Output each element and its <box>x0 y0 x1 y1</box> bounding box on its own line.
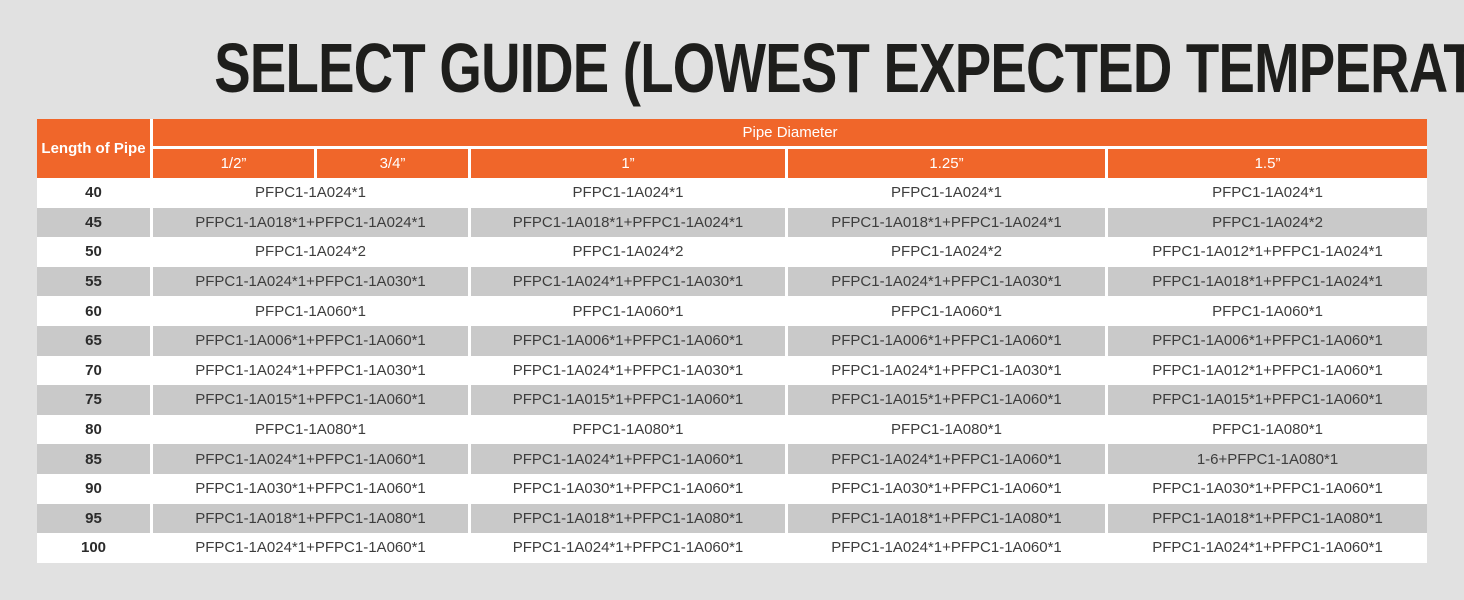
cell-half-and-three-quarter-inch: PFPC1-1A024*1 <box>153 178 471 208</box>
cell-one-point-five-inch: PFPC1-1A030*1+PFPC1-1A060*1 <box>1108 473 1428 504</box>
cell-one-point-five-inch: PFPC1-1A024*1 <box>1108 178 1428 208</box>
cell-one-point-five-inch: PFPC1-1A018*1+PFPC1-1A080*1 <box>1108 503 1428 534</box>
col-header-half-inch: 1/2” <box>153 149 317 178</box>
length-cell: 80 <box>37 414 153 445</box>
cell-half-and-three-quarter-inch: PFPC1-1A030*1+PFPC1-1A060*1 <box>153 473 471 504</box>
table-row: 75 PFPC1-1A015*1+PFPC1-1A060*1 PFPC1-1A015… <box>37 385 1428 415</box>
cell-one-point-two-five-inch: PFPC1-1A024*1+PFPC1-1A030*1 <box>788 266 1108 297</box>
table-row: 50 PFPC1-1A024*2 PFPC1-1A024*2 PFPC1-1A024*… <box>37 237 1428 267</box>
length-cell: 70 <box>37 355 153 386</box>
cell-one-inch: PFPC1-1A018*1+PFPC1-1A024*1 <box>471 207 788 238</box>
table-row: 45 PFPC1-1A018*1+PFPC1-1A024*1 PFPC1-1A018… <box>37 207 1428 238</box>
length-cell: 85 <box>37 444 153 474</box>
cell-one-point-two-five-inch: PFPC1-1A024*1+PFPC1-1A060*1 <box>788 444 1108 474</box>
cell-one-point-two-five-inch: PFPC1-1A015*1+PFPC1-1A060*1 <box>788 385 1108 415</box>
length-cell: 100 <box>37 533 153 563</box>
page-title: SELECT GUIDE (LOWEST EXPECTED TEMPERATUR… <box>0 33 1464 103</box>
cell-one-point-five-inch: 1-6+PFPC1-1A080*1 <box>1108 444 1428 474</box>
cell-half-and-three-quarter-inch: PFPC1-1A024*1+PFPC1-1A060*1 <box>153 533 471 563</box>
cell-one-inch: PFPC1-1A080*1 <box>471 414 788 445</box>
table-row: 85 PFPC1-1A024*1+PFPC1-1A060*1 PFPC1-1A024… <box>37 444 1428 474</box>
cell-one-inch: PFPC1-1A024*1+PFPC1-1A060*1 <box>471 444 788 474</box>
cell-one-point-five-inch: PFPC1-1A060*1 <box>1108 296 1428 326</box>
cell-one-point-two-five-inch: PFPC1-1A060*1 <box>788 296 1108 326</box>
length-cell: 55 <box>37 266 153 297</box>
cell-one-inch: PFPC1-1A015*1+PFPC1-1A060*1 <box>471 385 788 415</box>
table-row: 100 PFPC1-1A024*1+PFPC1-1A060*1 PFPC1-1A02… <box>37 533 1428 563</box>
table-row: 40 PFPC1-1A024*1 PFPC1-1A024*1 PFPC1-1A024*… <box>37 178 1428 208</box>
cell-one-point-two-five-inch: PFPC1-1A024*2 <box>788 237 1108 267</box>
cell-half-and-three-quarter-inch: PFPC1-1A018*1+PFPC1-1A080*1 <box>153 503 471 534</box>
cell-one-point-five-inch: PFPC1-1A018*1+PFPC1-1A024*1 <box>1108 266 1428 297</box>
cell-one-point-five-inch: PFPC1-1A080*1 <box>1108 414 1428 445</box>
table-row: 60 PFPC1-1A060*1 PFPC1-1A060*1 PFPC1-1A060*… <box>37 296 1428 326</box>
cell-one-point-five-inch: PFPC1-1A006*1+PFPC1-1A060*1 <box>1108 325 1428 356</box>
cell-one-point-two-five-inch: PFPC1-1A024*1 <box>788 178 1108 208</box>
cell-one-inch: PFPC1-1A030*1+PFPC1-1A060*1 <box>471 473 788 504</box>
cell-one-inch: PFPC1-1A018*1+PFPC1-1A080*1 <box>471 503 788 534</box>
length-cell: 95 <box>37 503 153 534</box>
page-title-text: SELECT GUIDE (LOWEST EXPECTED TEMPERATUR… <box>214 29 1464 107</box>
length-cell: 90 <box>37 473 153 504</box>
cell-half-and-three-quarter-inch: PFPC1-1A024*1+PFPC1-1A060*1 <box>153 444 471 474</box>
cell-one-point-two-five-inch: PFPC1-1A018*1+PFPC1-1A080*1 <box>788 503 1108 534</box>
cell-one-point-two-five-inch: PFPC1-1A006*1+PFPC1-1A060*1 <box>788 325 1108 356</box>
select-guide-table: Length of Pipe Pipe Diameter 1/2” 3/4” 1… <box>37 119 1428 563</box>
col-header-one-point-two-five-inch: 1.25” <box>788 149 1108 178</box>
cell-half-and-three-quarter-inch: PFPC1-1A018*1+PFPC1-1A024*1 <box>153 207 471 238</box>
cell-one-point-five-inch: PFPC1-1A024*1+PFPC1-1A060*1 <box>1108 533 1428 563</box>
cell-half-and-three-quarter-inch: PFPC1-1A024*2 <box>153 237 471 267</box>
length-cell: 40 <box>37 178 153 208</box>
col-header-one-point-five-inch: 1.5” <box>1108 149 1428 178</box>
cell-half-and-three-quarter-inch: PFPC1-1A024*1+PFPC1-1A030*1 <box>153 355 471 386</box>
cell-one-inch: PFPC1-1A024*1+PFPC1-1A030*1 <box>471 266 788 297</box>
cell-one-inch: PFPC1-1A024*2 <box>471 237 788 267</box>
table-header: Length of Pipe Pipe Diameter 1/2” 3/4” 1… <box>37 119 1428 178</box>
table-row: 95 PFPC1-1A018*1+PFPC1-1A080*1 PFPC1-1A018… <box>37 503 1428 534</box>
length-cell: 75 <box>37 385 153 415</box>
cell-one-inch: PFPC1-1A006*1+PFPC1-1A060*1 <box>471 325 788 356</box>
cell-one-inch: PFPC1-1A024*1+PFPC1-1A030*1 <box>471 355 788 386</box>
table-body: 40 PFPC1-1A024*1 PFPC1-1A024*1 PFPC1-1A024*… <box>37 178 1428 563</box>
cell-half-and-three-quarter-inch: PFPC1-1A060*1 <box>153 296 471 326</box>
cell-one-inch: PFPC1-1A024*1 <box>471 178 788 208</box>
header-row-group: Length of Pipe Pipe Diameter <box>37 119 1428 178</box>
length-cell: 45 <box>37 207 153 238</box>
length-of-pipe-header: Length of Pipe <box>37 119 153 178</box>
table-row: 70 PFPC1-1A024*1+PFPC1-1A030*1 PFPC1-1A024… <box>37 355 1428 386</box>
cell-one-point-two-five-inch: PFPC1-1A080*1 <box>788 414 1108 445</box>
length-cell: 60 <box>37 296 153 326</box>
table-row: 55 PFPC1-1A024*1+PFPC1-1A030*1 PFPC1-1A024… <box>37 266 1428 297</box>
length-cell: 50 <box>37 237 153 267</box>
cell-one-point-two-five-inch: PFPC1-1A024*1+PFPC1-1A030*1 <box>788 355 1108 386</box>
table-row: 90 PFPC1-1A030*1+PFPC1-1A060*1 PFPC1-1A030… <box>37 473 1428 504</box>
cell-half-and-three-quarter-inch: PFPC1-1A080*1 <box>153 414 471 445</box>
table-row: 65 PFPC1-1A006*1+PFPC1-1A060*1 PFPC1-1A006… <box>37 325 1428 356</box>
cell-one-point-two-five-inch: PFPC1-1A024*1+PFPC1-1A060*1 <box>788 533 1108 563</box>
cell-one-point-two-five-inch: PFPC1-1A030*1+PFPC1-1A060*1 <box>788 473 1108 504</box>
cell-half-and-three-quarter-inch: PFPC1-1A015*1+PFPC1-1A060*1 <box>153 385 471 415</box>
pipe-diameter-group-header: Pipe Diameter <box>153 119 1428 149</box>
cell-one-point-five-inch: PFPC1-1A012*1+PFPC1-1A024*1 <box>1108 237 1428 267</box>
cell-one-point-five-inch: PFPC1-1A015*1+PFPC1-1A060*1 <box>1108 385 1428 415</box>
cell-one-inch: PFPC1-1A024*1+PFPC1-1A060*1 <box>471 533 788 563</box>
cell-half-and-three-quarter-inch: PFPC1-1A006*1+PFPC1-1A060*1 <box>153 325 471 356</box>
length-cell: 65 <box>37 325 153 356</box>
table-row: 80 PFPC1-1A080*1 PFPC1-1A080*1 PFPC1-1A080*… <box>37 414 1428 445</box>
cell-one-inch: PFPC1-1A060*1 <box>471 296 788 326</box>
col-header-three-quarter-inch: 3/4” <box>317 149 471 178</box>
col-header-one-inch: 1” <box>471 149 788 178</box>
header-row-diameters: 1/2” 3/4” 1” 1.25” 1.5” <box>37 149 1428 178</box>
cell-one-point-two-five-inch: PFPC1-1A018*1+PFPC1-1A024*1 <box>788 207 1108 238</box>
cell-one-point-five-inch: PFPC1-1A024*2 <box>1108 207 1428 238</box>
cell-one-point-five-inch: PFPC1-1A012*1+PFPC1-1A060*1 <box>1108 355 1428 386</box>
cell-half-and-three-quarter-inch: PFPC1-1A024*1+PFPC1-1A030*1 <box>153 266 471 297</box>
